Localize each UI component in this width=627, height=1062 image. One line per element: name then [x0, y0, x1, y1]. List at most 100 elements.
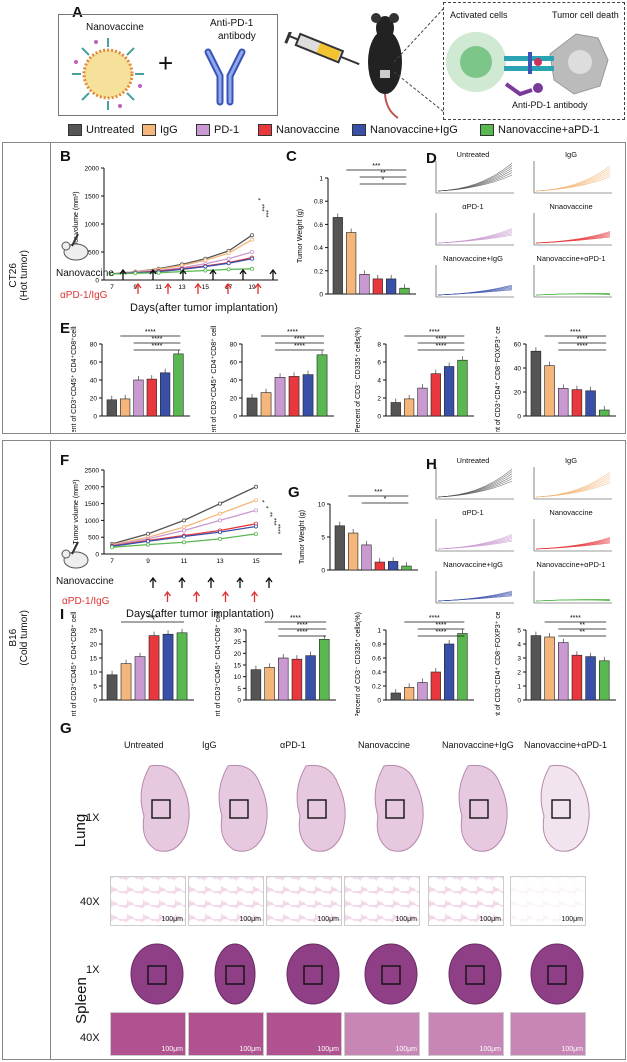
x-tick-label: 11	[155, 284, 162, 291]
chart-g-tumor-weight: 0 5 10 Tumor Weight (g) ****	[299, 489, 418, 575]
tissue-shape	[374, 764, 424, 852]
bar	[544, 365, 555, 417]
y-tick-label: 20	[234, 651, 242, 658]
row-label-spleen: Spleen	[72, 977, 90, 1024]
timeline-xlabel-b: Days(after tumor implantation)	[130, 302, 278, 314]
small-multiple: Untreated	[430, 150, 516, 202]
y-tick-label: 20	[90, 642, 98, 649]
y-tick-label: 5	[517, 628, 521, 635]
data-point	[156, 270, 161, 275]
scale-bar-label: 100μm	[239, 916, 261, 923]
small-multiple-plot	[435, 265, 514, 298]
lung-1x-section	[296, 764, 346, 852]
y-tick-label: 0.4	[372, 670, 381, 677]
timeline-apd1-b: αPD-1/IgG	[60, 290, 108, 301]
mechanism-box	[443, 2, 625, 120]
black-arrow	[239, 268, 247, 280]
bar	[430, 373, 441, 417]
individual-curve	[437, 228, 513, 244]
zoom-box	[229, 799, 249, 819]
y-tick-label: 60	[514, 342, 522, 349]
sig-label: ****	[274, 524, 281, 535]
y-tick-label: 40	[90, 378, 98, 385]
scale-bar-label: 100μm	[561, 916, 583, 923]
timeline-xlabel-f: Days(after tumor implantation)	[126, 608, 274, 620]
y-tick-label: 0	[321, 568, 325, 575]
y-axis-label: Percent of CD3⁺CD4⁺ CD8⁻FOXP3⁺ cells(%)	[495, 612, 502, 716]
data-point	[226, 251, 231, 256]
bar	[250, 669, 262, 701]
zoom-box	[385, 799, 405, 819]
sig-label: ****	[152, 336, 163, 343]
scale-bar-label: 100μm	[479, 1046, 501, 1053]
small-multiple-plot	[435, 519, 514, 552]
individual-curve	[437, 590, 513, 602]
sig-label: ***	[374, 489, 382, 496]
scale-bar-label: 100μm	[161, 916, 183, 923]
data-point	[182, 518, 187, 523]
legend-item: Nanovaccine	[258, 124, 340, 136]
red-arrow	[194, 282, 202, 294]
bar	[530, 350, 542, 417]
panel-label-b: B	[60, 148, 71, 165]
bar	[291, 658, 303, 701]
antibody-title-2: antibody	[218, 31, 256, 42]
x-tick-label: 13	[216, 558, 224, 565]
legend-label: Nanovaccine+IgG	[370, 124, 458, 136]
panel-label-g: G	[288, 484, 300, 501]
zoom-lines	[393, 7, 445, 113]
panel-label-g2: G	[60, 720, 72, 737]
y-tick-label: 20	[230, 396, 238, 403]
legend-label: Nanovaccine+aPD-1	[498, 124, 600, 136]
activated-cells-label: Activated cells	[450, 10, 508, 20]
y-axis-label: Tumor volume (mm³)	[73, 479, 80, 544]
zoom-box	[465, 965, 485, 985]
data-point	[217, 536, 222, 541]
y-tick-label: 0	[377, 414, 381, 421]
timeline-nanovaccine-b: Nanovaccine	[56, 268, 114, 279]
bar	[146, 378, 157, 417]
y-tick-label: 0	[237, 698, 241, 705]
data-point	[253, 524, 258, 529]
spleen-40x-image: 100μm	[188, 1012, 264, 1056]
antibody-title-1: Anti-PD-1	[210, 18, 254, 29]
lung-40x-image: 100μm	[188, 876, 264, 926]
y-tick-label: 0.2	[372, 684, 381, 691]
small-multiple: Nanovaccine+IgG	[430, 254, 516, 306]
bar	[571, 389, 583, 417]
small-multiple: αPD-1	[430, 202, 516, 254]
ct26-content-box	[50, 142, 626, 434]
spleen-1x-section	[530, 943, 584, 1005]
small-multiple: Nanovaccine+IgG	[430, 560, 516, 612]
sig-label: *	[262, 506, 269, 509]
small-multiple-plot	[533, 519, 612, 552]
tissue-shape	[458, 764, 508, 852]
small-multiple-plot	[435, 161, 514, 194]
bar	[334, 525, 345, 571]
spleen-1x-section	[286, 943, 340, 1005]
y-tick-label: 5	[93, 684, 97, 691]
tissue-shape	[286, 943, 340, 1005]
tissue-shape	[448, 943, 502, 1005]
individual-curve	[535, 599, 611, 602]
tissue-shape	[540, 764, 590, 852]
tissue-shape	[296, 764, 346, 852]
black-arrow	[119, 268, 127, 280]
panel-label-f: F	[60, 452, 70, 469]
small-multiple-plot	[435, 571, 514, 604]
small-multiple: αPD-1	[430, 508, 516, 560]
black-arrow	[178, 576, 186, 588]
data-point	[217, 511, 222, 516]
y-axis-label: Percent of CD3⁻ CD335⁺ cells(%)	[355, 612, 362, 716]
syringe-icon	[284, 32, 360, 66]
y-tick-label: 20	[90, 396, 98, 403]
sig-label: **	[580, 629, 586, 636]
mouse-small-icon	[61, 233, 89, 261]
panel-label-d: D	[426, 150, 437, 167]
data-point	[249, 237, 254, 242]
individual-curve	[535, 537, 611, 550]
sig-label: ***	[262, 210, 269, 218]
mouse-icon	[368, 13, 402, 119]
y-axis-label: Percent of CD3⁺CD45⁺ CD4⁺CD8⁺cells(%)	[71, 326, 78, 432]
timeline-nanovaccine-f: Nanovaccine	[56, 576, 114, 587]
